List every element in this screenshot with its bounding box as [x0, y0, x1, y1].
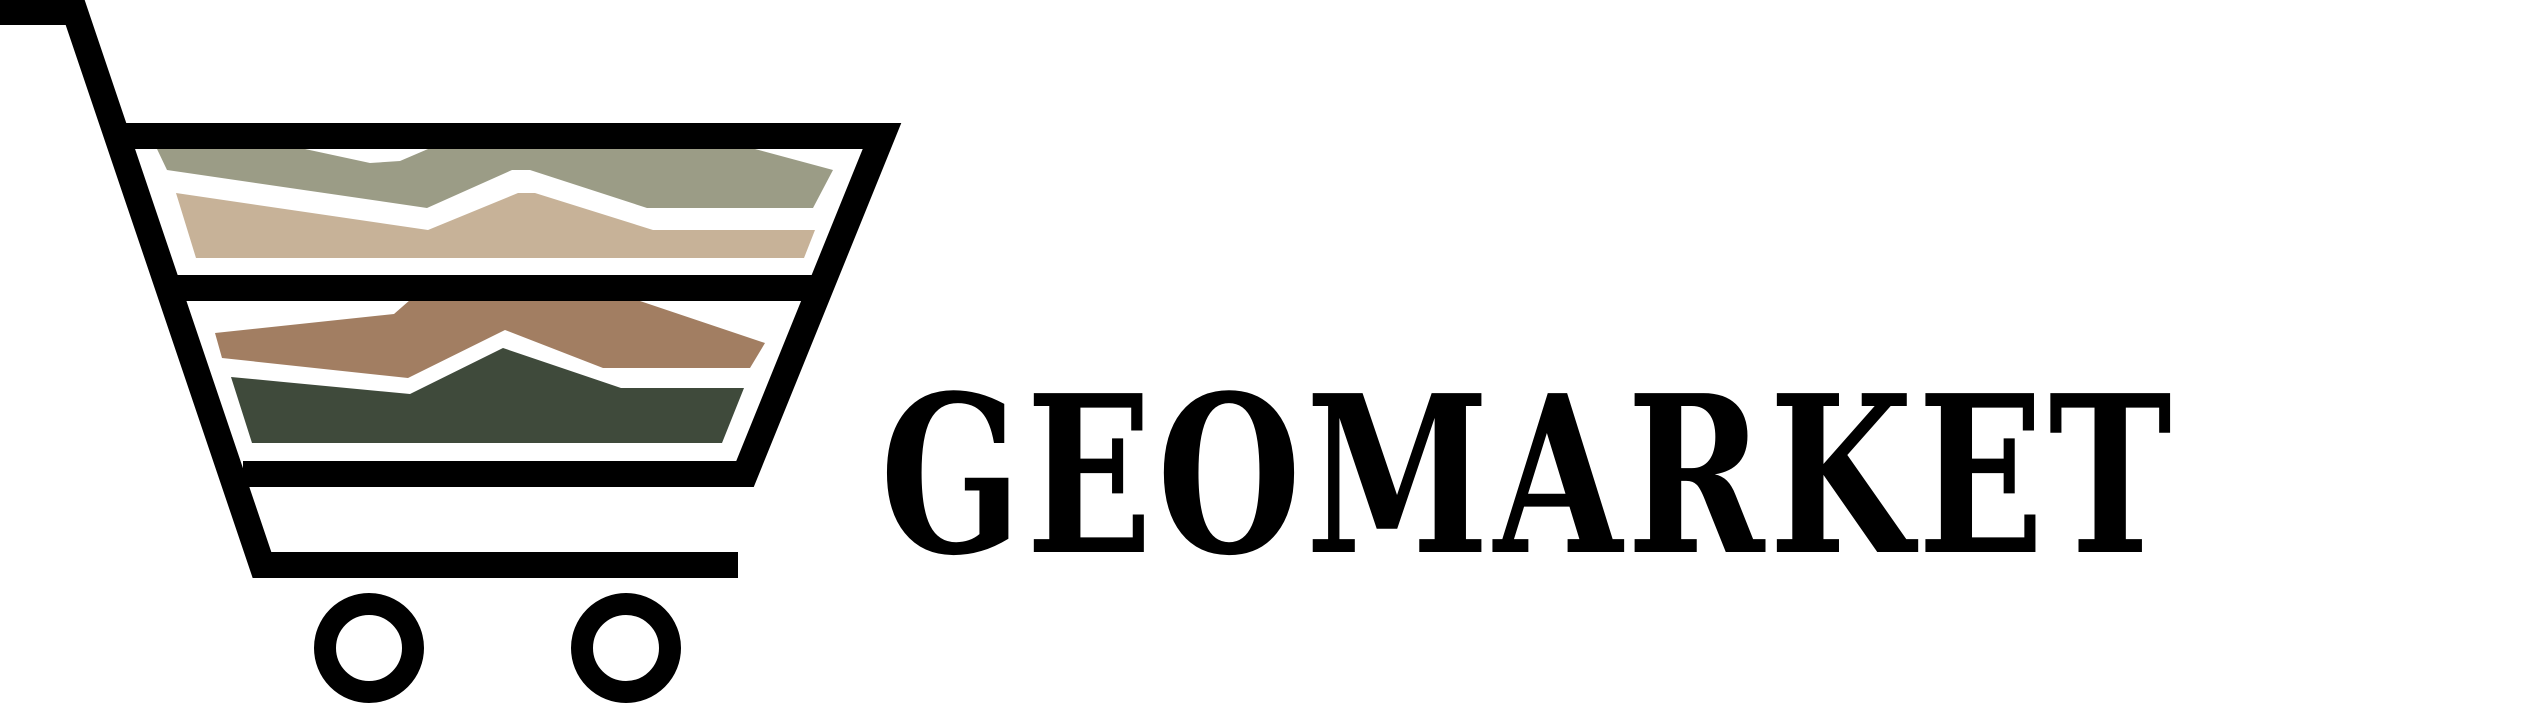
stratum-moss: [231, 348, 744, 443]
cart-wheels: [314, 593, 681, 703]
stratum-sand: [176, 193, 815, 258]
wheel-left: [314, 593, 424, 703]
stratum-sage: [157, 149, 833, 208]
brand-name: GEOMARKET: [880, 348, 2177, 604]
soil-strata-icon: [157, 149, 833, 443]
stratum-clay: [215, 300, 765, 378]
cart-basket-outline: [119, 123, 902, 487]
wheel-right: [571, 593, 681, 703]
cart-frame: [0, 0, 902, 578]
